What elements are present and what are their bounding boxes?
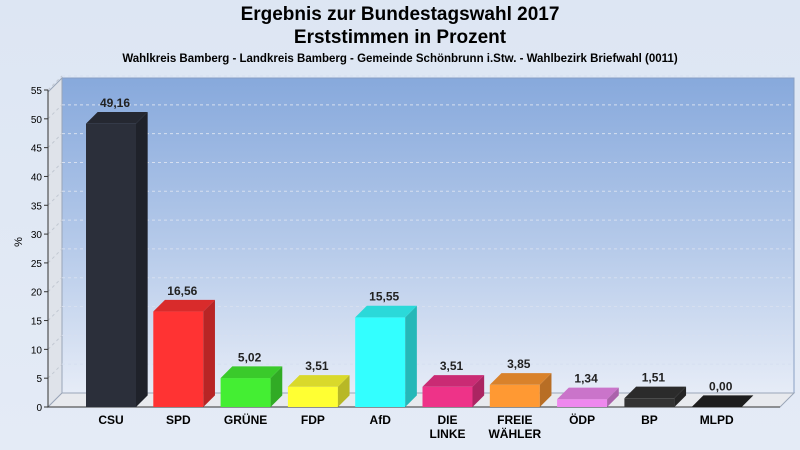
bar-ödp bbox=[557, 387, 619, 407]
category-label: FDP bbox=[301, 413, 325, 427]
y-tick-label: 5 bbox=[36, 374, 42, 385]
value-label: 16,56 bbox=[167, 284, 197, 298]
category-label: AfD bbox=[370, 413, 392, 427]
bar-side bbox=[270, 366, 283, 407]
bar-top bbox=[153, 299, 215, 312]
y-tick-label: 10 bbox=[31, 345, 43, 356]
bar-top bbox=[557, 387, 619, 400]
bar-freie-wähler bbox=[489, 373, 552, 407]
category-label: ÖDP bbox=[569, 412, 595, 427]
bar-top bbox=[220, 366, 283, 379]
y-tick-label: 35 bbox=[31, 201, 43, 212]
y-tick-label: 25 bbox=[31, 259, 43, 270]
bar-top bbox=[86, 111, 148, 124]
bar-top bbox=[624, 386, 687, 399]
category-label: WÄHLER bbox=[488, 426, 541, 441]
chart-subtitle: Erststimmen in Prozent bbox=[293, 27, 507, 48]
value-label: 3,51 bbox=[305, 359, 329, 373]
bar-front bbox=[422, 386, 473, 407]
bar-side bbox=[539, 373, 552, 407]
bar-side bbox=[472, 375, 485, 407]
category-label: SPD bbox=[166, 413, 191, 427]
bar-spd bbox=[153, 299, 215, 407]
bar-top bbox=[287, 375, 350, 387]
bar-grüne bbox=[220, 366, 283, 407]
bar-top bbox=[489, 373, 552, 385]
bar-side bbox=[136, 111, 148, 407]
y-tick-label: 0 bbox=[36, 403, 42, 414]
bar-front bbox=[624, 398, 675, 407]
bar-fdp bbox=[287, 375, 350, 407]
value-label: 1,34 bbox=[574, 372, 598, 386]
bar-front bbox=[287, 386, 338, 407]
bar-front bbox=[489, 384, 540, 407]
bar-top bbox=[691, 395, 754, 407]
bar-front bbox=[86, 123, 136, 407]
category-label: LINKE bbox=[430, 427, 466, 441]
category-label: DIE bbox=[437, 413, 457, 427]
chart-title: Ergebnis zur Bundestagswahl 2017 bbox=[240, 4, 560, 25]
category-label: MLPD bbox=[700, 413, 734, 427]
value-label: 3,51 bbox=[440, 359, 464, 373]
bar-top bbox=[355, 305, 417, 318]
chart-caption: Wahlkreis Bamberg - Landkreis Bamberg - … bbox=[122, 53, 678, 65]
y-tick-label: 20 bbox=[31, 288, 43, 299]
value-label: 15,55 bbox=[369, 290, 399, 304]
bar-mlpd bbox=[691, 395, 754, 407]
plot-side-wall bbox=[47, 76, 63, 409]
y-tick-label: 40 bbox=[31, 172, 43, 183]
bar-side bbox=[337, 375, 350, 407]
value-label: 49,16 bbox=[100, 96, 130, 110]
bar-side bbox=[203, 299, 215, 407]
y-tick-label: 15 bbox=[31, 317, 43, 328]
bar-side bbox=[607, 387, 619, 407]
y-tick-label: 45 bbox=[31, 144, 43, 155]
bar-front bbox=[220, 378, 271, 407]
category-label: CSU bbox=[98, 413, 123, 427]
bar-csu bbox=[86, 111, 148, 407]
y-tick-label: 50 bbox=[31, 115, 43, 126]
bar-side bbox=[674, 386, 687, 407]
bar-die-linke bbox=[422, 375, 485, 407]
category-label: BP bbox=[641, 413, 658, 427]
bar-front bbox=[355, 317, 406, 407]
category-label: GRÜNE bbox=[224, 412, 267, 427]
bar-front bbox=[557, 399, 608, 407]
value-label: 5,02 bbox=[238, 350, 262, 364]
category-label: FREIE bbox=[497, 413, 532, 427]
bar-afd bbox=[355, 305, 417, 407]
y-tick-label: 55 bbox=[31, 86, 43, 97]
value-label: 0,00 bbox=[709, 379, 733, 393]
bar-side bbox=[405, 305, 417, 407]
value-label: 1,51 bbox=[642, 371, 666, 385]
bar-top bbox=[422, 375, 485, 387]
value-label: 3,85 bbox=[507, 357, 531, 371]
y-tick-label: 30 bbox=[31, 230, 43, 241]
bar-front bbox=[153, 311, 204, 407]
bar-bp bbox=[624, 386, 687, 407]
y-axis-label: % bbox=[13, 237, 25, 247]
